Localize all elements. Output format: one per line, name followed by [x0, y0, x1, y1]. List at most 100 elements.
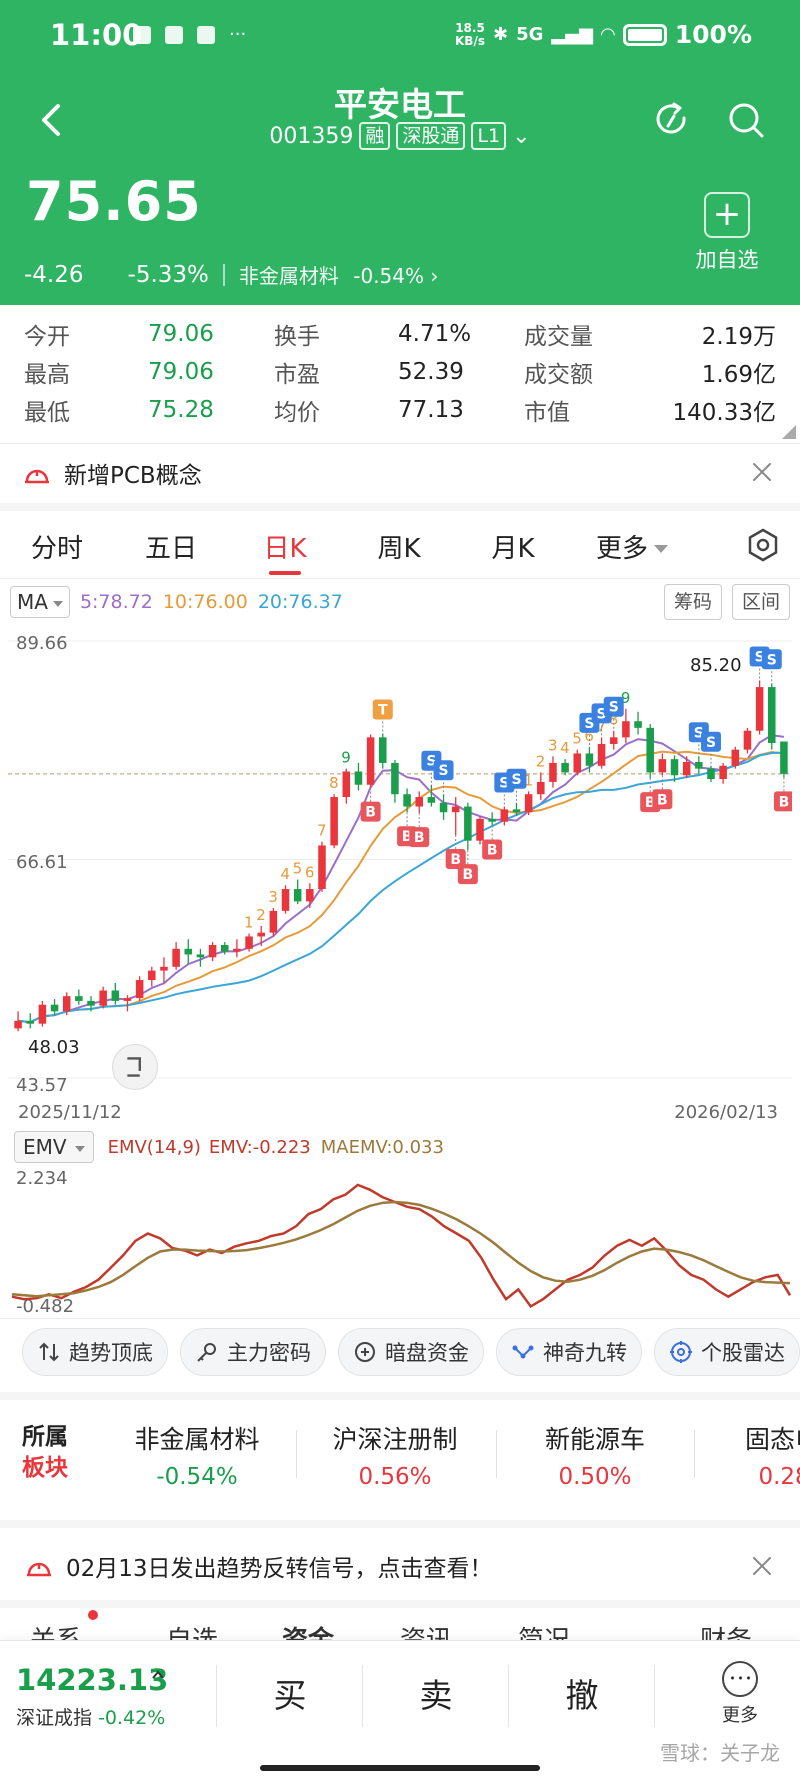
index-name-label: 深证成指 [16, 1707, 93, 1729]
price-change-pct: -5.33% [127, 261, 209, 288]
signal-badge [652, 789, 673, 810]
sequence-label: 2 [256, 906, 266, 924]
back-icon[interactable] [32, 100, 72, 140]
candle-body [330, 797, 338, 846]
sequence-label: 2 [536, 752, 546, 770]
signal-notice[interactable]: 02月13日发出趋势反转信号，点击查看！ [0, 1536, 800, 1596]
candle-body [184, 948, 193, 955]
sell-button[interactable]: 卖 [419, 1676, 453, 1715]
close-icon[interactable] [750, 460, 774, 484]
cancel-order-button[interactable]: 撤 [565, 1676, 599, 1715]
add-watchlist-button[interactable]: + 加自选 [682, 192, 772, 274]
candle-body [14, 1020, 22, 1029]
pill-magic-nine[interactable]: 神奇九转 [496, 1328, 642, 1376]
signal-badge-label: S [597, 706, 607, 722]
pill-main-force[interactable]: 主力密码 [180, 1328, 326, 1376]
sector-item-name: 非金属材料 [134, 1425, 260, 1454]
close-icon[interactable] [750, 1554, 774, 1578]
alipay-app-icon [197, 26, 215, 44]
tab-intraday[interactable]: 分时 [0, 528, 114, 565]
shop-app-icon [165, 26, 183, 44]
ma-selector[interactable]: MA [10, 586, 70, 618]
stat-low: 75.28 [148, 397, 214, 423]
signal-badge-label: B [779, 794, 790, 810]
tab-finance[interactable]: 财务 [700, 1620, 752, 1640]
candle-body [50, 1004, 59, 1012]
bottom-trade-bar: 14223.13 深证成指 -0.42% 买 卖 撤 更多 雪球：关子龙 [0, 1640, 800, 1778]
tab-more[interactable]: 更多 [570, 528, 694, 565]
tab-five-day[interactable]: 五日 [114, 528, 228, 565]
reset-zoom-button[interactable] [112, 1044, 158, 1090]
divider [216, 1665, 217, 1727]
candle-body [26, 1020, 35, 1024]
pill-trend-top-bottom[interactable]: 趋势顶底 [22, 1328, 168, 1376]
network-speed: 18.5 KB/s [455, 20, 485, 48]
emv-legend: EMV EMV(14,9) EMV:-0.223 MAEMV:0.033 [14, 1130, 444, 1164]
speed-value: 18.5 [455, 20, 485, 35]
signal-badge-label: S [706, 735, 716, 751]
quote-stats[interactable]: 今开 79.06 换手 4.71% 成交量 2.19万 最高 79.06 市盈 … [0, 305, 800, 443]
candle-body [537, 781, 545, 795]
tag-level[interactable]: L1 [471, 122, 507, 150]
chart-settings-icon[interactable] [746, 528, 780, 562]
expand-corner-icon[interactable] [782, 425, 796, 439]
emv-value: EMV:-0.223 [208, 1136, 311, 1158]
tab-weekly-k[interactable]: 周K [342, 528, 456, 565]
candle-body [439, 802, 448, 813]
indicator-selector[interactable]: EMV [14, 1131, 94, 1163]
sector-item-name: 新能源车 [544, 1425, 645, 1454]
divider [0, 503, 800, 511]
divider [362, 1665, 363, 1727]
refresh-icon[interactable] [652, 100, 692, 140]
sector-link[interactable]: 非金属材料 -0.54% › [239, 260, 438, 289]
more-dots-icon [722, 1661, 758, 1697]
signal-badge-label: S [694, 725, 704, 741]
more-notifications-icon: ··· [229, 24, 247, 45]
stat-avg: 77.13 [398, 397, 464, 423]
tab-monthly-k[interactable]: 月K [456, 528, 570, 565]
stat-market-cap: 140.33亿 [672, 400, 776, 426]
divider [296, 1430, 297, 1478]
more-button[interactable]: 更多 [708, 1661, 772, 1727]
candle-body [233, 948, 241, 952]
tab-profile[interactable]: 简况 [518, 1620, 570, 1640]
chevron-down-icon[interactable]: ⌄ [512, 123, 531, 149]
candle-body [172, 948, 180, 967]
home-indicator [260, 1765, 540, 1771]
candle-body [220, 944, 229, 952]
concept-notice-text: 新增PCB概念 [64, 463, 202, 489]
chevron-up-icon[interactable] [150, 1667, 166, 1683]
chart-end-date: 2026/02/13 [674, 1102, 778, 1123]
signal-badge [603, 696, 624, 717]
index-value[interactable]: 14223.13 [16, 1663, 169, 1697]
sector-item[interactable]: 非金属材料 -0.54% [112, 1420, 282, 1490]
emv-chart[interactable]: 2.234 -0.482 [8, 1166, 792, 1316]
tab-daily-k[interactable]: 日K [228, 528, 342, 575]
signal-badge [506, 768, 527, 789]
sequence-label: 8 [329, 774, 339, 792]
caret-down-icon [74, 1145, 85, 1152]
candle-body [500, 809, 509, 822]
search-icon[interactable] [726, 100, 766, 140]
buy-button[interactable]: 买 [273, 1676, 307, 1715]
concept-notice[interactable]: 新增PCB概念 [0, 444, 800, 502]
tab-news[interactable]: 资讯 [400, 1620, 452, 1640]
stock-header: 11:00 ··· 18.5 KB/s ✱ 5G ▂▄▆ ◠ 100% 平安电工… [0, 0, 800, 305]
sector-item[interactable]: 新能源车 0.50% [510, 1420, 680, 1490]
chips-button[interactable]: 筹码 [664, 584, 723, 620]
maemv-value: MAEMV:0.033 [320, 1136, 444, 1158]
pill-dark-pool[interactable]: 暗盘资金 [338, 1328, 484, 1376]
range-button[interactable]: 区间 [732, 584, 791, 620]
divider [0, 1318, 800, 1319]
candle-body [75, 996, 83, 1001]
tab-watch[interactable]: 自选 [166, 1620, 218, 1640]
sector-item[interactable]: 固态电池 0.28% [710, 1420, 800, 1490]
tab-relations[interactable]: 关系 [30, 1620, 82, 1640]
signal-badge-label: T [378, 703, 388, 719]
emv-series-line [11, 1183, 792, 1309]
sector-item[interactable]: 沪深注册制 0.56% [310, 1420, 480, 1490]
signal-badge [457, 864, 478, 885]
tab-funds[interactable]: 资金 [282, 1620, 334, 1640]
pill-stock-radar[interactable]: 个股雷达 [654, 1328, 800, 1376]
